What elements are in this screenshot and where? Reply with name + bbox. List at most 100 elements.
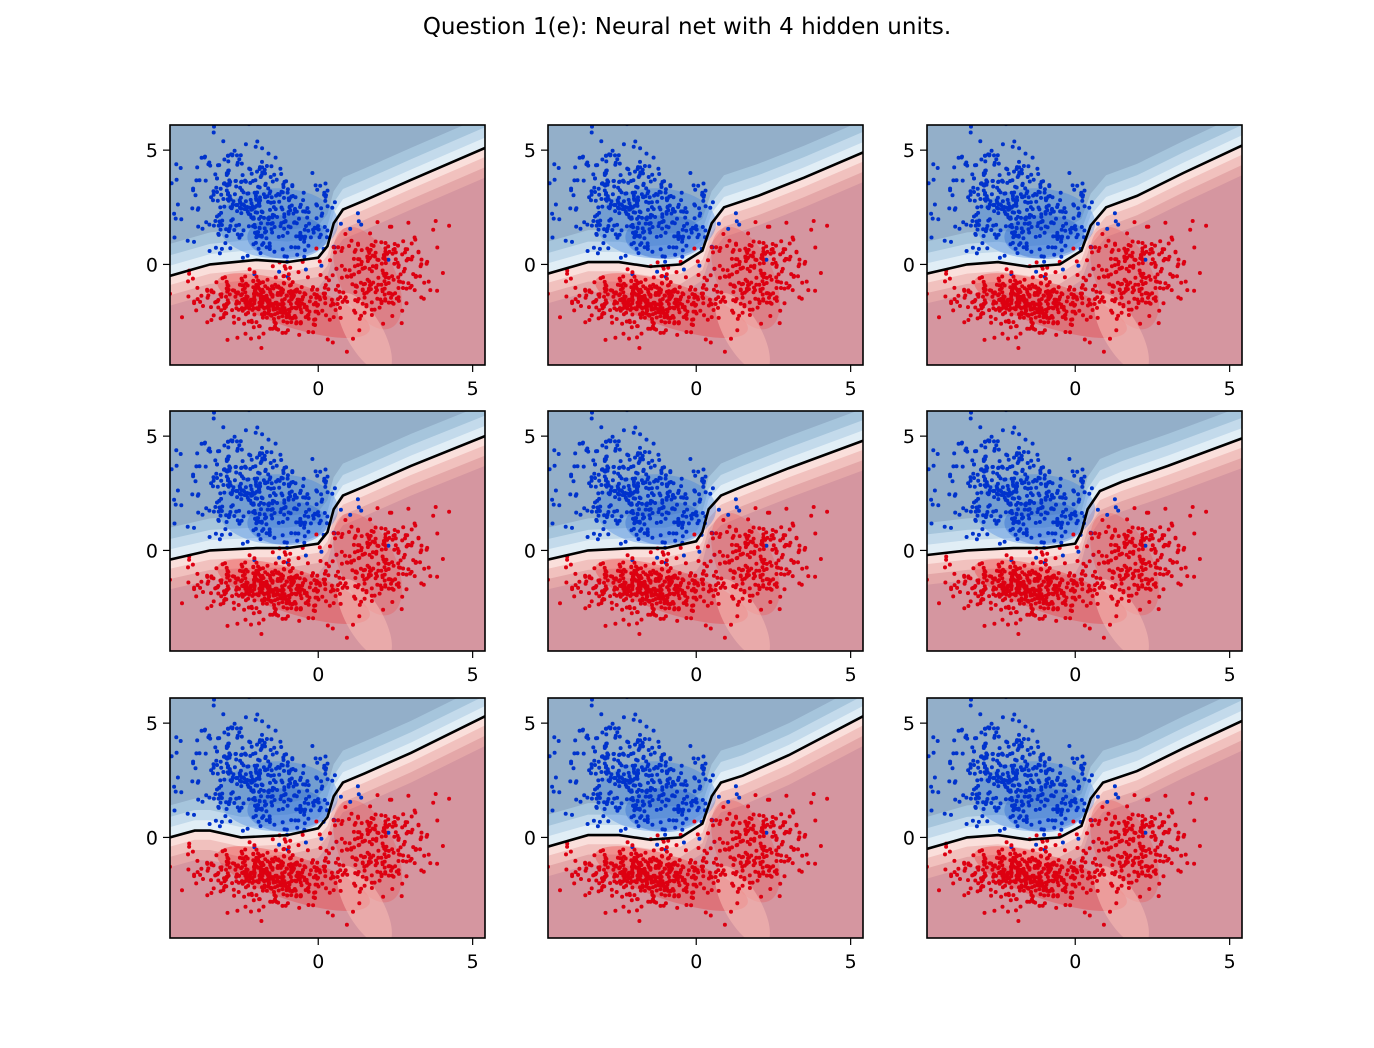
- data-point: [1011, 320, 1016, 325]
- data-point: [236, 593, 241, 598]
- data-point: [931, 162, 936, 167]
- data-point: [981, 171, 986, 176]
- data-point: [215, 176, 219, 181]
- data-point: [209, 604, 214, 608]
- data-point: [215, 198, 220, 203]
- x-tick-label: 5: [845, 378, 857, 400]
- data-point: [746, 255, 751, 260]
- data-point: [1204, 223, 1209, 228]
- data-point: [639, 617, 644, 622]
- data-point: [225, 623, 230, 628]
- contour-band-red: [715, 579, 770, 651]
- data-point: [809, 227, 814, 232]
- contour-band-blue: [548, 142, 863, 274]
- data-point: [333, 287, 338, 292]
- data-point: [633, 139, 638, 144]
- data-point: [257, 484, 262, 489]
- data-point: [314, 532, 319, 537]
- data-point: [280, 476, 285, 481]
- data-point: [211, 484, 215, 489]
- data-point: [318, 469, 323, 474]
- data-point: [239, 466, 244, 470]
- data-point: [679, 198, 684, 203]
- data-point: [645, 241, 650, 246]
- data-point: [279, 286, 284, 291]
- data-point: [267, 215, 272, 220]
- data-point: [989, 228, 994, 232]
- data-point: [813, 245, 818, 250]
- data-point: [323, 194, 328, 199]
- data-point: [593, 198, 598, 203]
- data-point: [1040, 219, 1045, 224]
- data-point: [737, 248, 742, 253]
- data-point: [312, 317, 317, 322]
- data-point: [279, 491, 284, 496]
- data-point: [630, 222, 635, 227]
- data-point: [1012, 210, 1017, 215]
- data-point: [275, 501, 280, 505]
- data-point: [269, 507, 274, 512]
- data-point: [301, 484, 306, 489]
- data-point: [232, 606, 237, 611]
- data-point: [323, 283, 328, 288]
- data-point: [222, 589, 226, 594]
- data-point: [248, 297, 253, 302]
- data-point: [421, 582, 426, 587]
- data-point: [929, 235, 934, 240]
- data-point: [964, 249, 969, 253]
- data-point: [1088, 245, 1093, 250]
- data-point: [217, 505, 222, 510]
- data-point: [313, 323, 317, 327]
- data-point: [216, 298, 221, 302]
- data-point: [281, 281, 286, 285]
- data-point: [1188, 227, 1193, 232]
- data-point: [1017, 159, 1021, 164]
- data-point: [263, 183, 268, 188]
- data-point: [997, 173, 1002, 178]
- data-point: [992, 335, 997, 340]
- data-point: [426, 279, 431, 284]
- data-point: [218, 186, 223, 191]
- data-point: [376, 258, 381, 262]
- data-point: [573, 583, 578, 588]
- data-point: [281, 310, 286, 315]
- data-point: [602, 294, 606, 299]
- data-point: [252, 585, 257, 590]
- data-point: [382, 540, 387, 545]
- data-point: [1039, 214, 1044, 219]
- data-point: [226, 229, 231, 234]
- data-point: [653, 311, 658, 315]
- data-point: [1055, 321, 1060, 325]
- data-point: [285, 516, 290, 521]
- data-point: [272, 535, 277, 540]
- contour-band-blue: [548, 125, 863, 274]
- data-point: [1094, 289, 1099, 294]
- data-point: [646, 493, 650, 498]
- data-point: [1083, 287, 1088, 292]
- data-point: [667, 305, 672, 310]
- data-point: [280, 190, 285, 195]
- data-point: [681, 267, 686, 272]
- data-point: [383, 246, 388, 251]
- data-point: [970, 300, 975, 305]
- data-point: [331, 601, 336, 606]
- data-point: [359, 222, 364, 227]
- data-point: [283, 219, 288, 224]
- data-point: [691, 183, 696, 188]
- data-point: [1008, 179, 1013, 183]
- data-point: [1025, 200, 1030, 205]
- data-point: [654, 520, 659, 525]
- data-point: [386, 244, 391, 249]
- data-point: [952, 285, 957, 290]
- data-point: [403, 536, 407, 541]
- data-point: [664, 272, 669, 277]
- data-point: [751, 250, 756, 255]
- data-point: [435, 245, 440, 250]
- data-point: [254, 568, 259, 573]
- data-point: [583, 320, 588, 325]
- data-point: [279, 221, 284, 226]
- data-point: [241, 584, 246, 589]
- data-point: [396, 549, 401, 554]
- data-point: [550, 497, 555, 502]
- data-point: [216, 518, 221, 523]
